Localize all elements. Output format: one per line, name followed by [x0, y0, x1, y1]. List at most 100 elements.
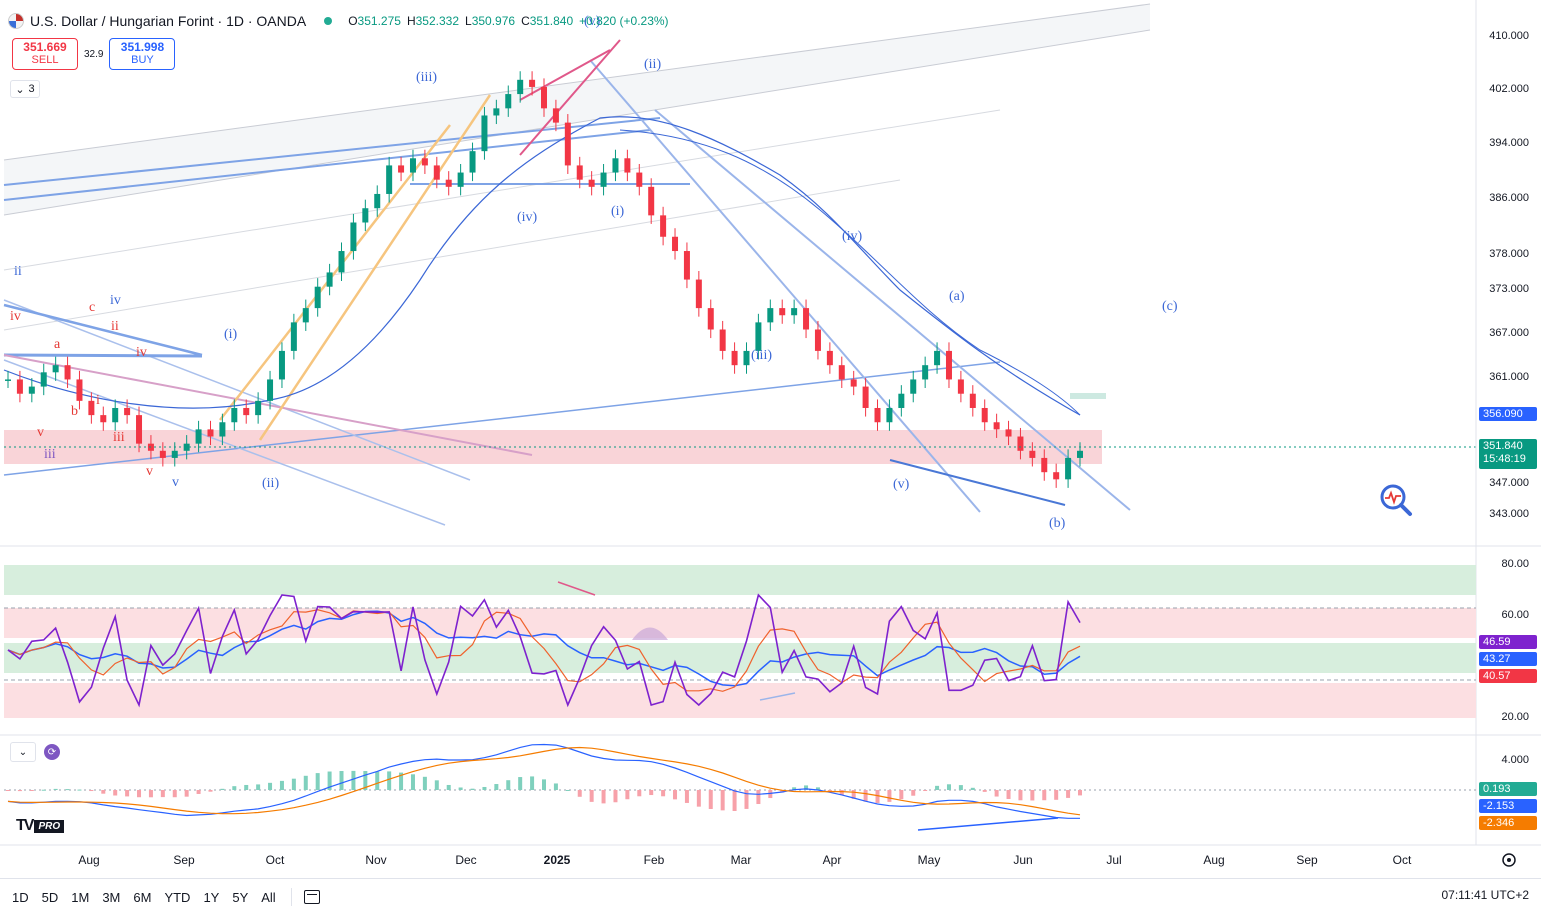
settings-gear-icon[interactable] [1502, 853, 1516, 867]
macd-bar [375, 771, 380, 790]
trend-line[interactable] [3, 299, 471, 481]
indicators-collapse-button[interactable]: ⌄ 3 [10, 80, 40, 98]
range-button-all[interactable]: All [261, 889, 276, 905]
support-zone[interactable] [4, 430, 1102, 464]
macd-bar [399, 772, 404, 790]
range-button-5y[interactable]: 5Y [232, 889, 249, 905]
macd-collapse-button[interactable]: ⌄ [10, 742, 36, 762]
buy-button[interactable]: 351.998 BUY [109, 38, 176, 70]
price-axis-tick: 373.000 [1489, 283, 1529, 295]
wave-label[interactable]: iii [113, 430, 125, 445]
candle-body [76, 379, 83, 401]
candle-body [243, 407, 250, 416]
market-status-icon[interactable] [324, 17, 333, 25]
wave-label[interactable]: (iii) [751, 348, 772, 363]
rsi-ma-line [7, 610, 1081, 687]
rsi-ema-tag: 40.57 [1479, 669, 1537, 683]
wave-label[interactable]: c [89, 300, 96, 315]
candle-body [171, 450, 178, 458]
trend-line[interactable] [589, 59, 981, 513]
wave-label[interactable]: (v) [893, 477, 910, 492]
sell-button[interactable]: 351.669 SELL [12, 38, 78, 70]
candle-body [779, 308, 786, 316]
trend-line[interactable] [654, 109, 1131, 511]
range-button-6m[interactable]: 6M [133, 889, 152, 905]
wave-label[interactable]: (iii) [416, 70, 437, 85]
wave-label[interactable]: (b) [1049, 516, 1066, 531]
wave-label[interactable]: (c) [1162, 299, 1178, 314]
wave-label[interactable]: (v) [584, 14, 601, 29]
wave-label[interactable]: (i) [611, 204, 625, 219]
range-button-5d[interactable]: 5D [41, 889, 59, 905]
range-button-3m[interactable]: 3M [102, 889, 121, 905]
candle-body [409, 158, 416, 173]
wave-label[interactable]: (ii) [644, 57, 662, 72]
trade-panel: 351.669 SELL 32.9 351.998 BUY [12, 38, 176, 70]
range-button-1y[interactable]: 1Y [203, 889, 220, 905]
macd-divergence-line[interactable] [917, 817, 1059, 831]
macd-bar [946, 784, 951, 790]
trend-line[interactable] [3, 353, 203, 358]
clock[interactable]: 07:11:41 UTC+2 [1441, 888, 1530, 902]
symbol-title[interactable]: U.S. Dollar / Hungarian Forint · 1D · OA… [30, 13, 307, 29]
wave-label[interactable]: iii [44, 447, 56, 462]
rsi-divergence-line[interactable] [759, 692, 796, 701]
chart-area[interactable] [0, 0, 1541, 878]
target-zone[interactable] [1070, 393, 1106, 399]
wave-label[interactable]: v [172, 475, 179, 490]
chart-canvas[interactable] [0, 0, 1541, 878]
range-button-1d[interactable]: 1D [12, 889, 29, 905]
macd-bar [1054, 790, 1059, 800]
magnifier-pulse-icon[interactable] [1379, 483, 1413, 517]
price-axis-tick: 394.000 [1489, 137, 1529, 149]
wave-label[interactable]: v [37, 425, 44, 440]
macd-bar [804, 785, 809, 790]
wave-label[interactable]: (ii) [262, 476, 280, 491]
calendar-icon[interactable] [303, 890, 320, 904]
macd-bar [625, 790, 630, 800]
wave-label[interactable]: ii [111, 319, 119, 334]
wave-label[interactable]: ii [14, 264, 22, 279]
wedge-line[interactable] [519, 49, 611, 101]
wave-label[interactable]: (iv) [517, 210, 538, 225]
wave-label[interactable]: (a) [949, 289, 965, 304]
range-buttons: 1D 5D 1M 3M 6M YTD 1Y 5Y All [12, 890, 289, 905]
trend-line[interactable] [3, 303, 203, 357]
wave-label[interactable]: iv [136, 345, 147, 360]
candle-body [469, 151, 476, 173]
trend-line[interactable] [3, 361, 1001, 476]
candle-body [874, 407, 881, 423]
wave-label[interactable]: iv [110, 293, 121, 308]
trend-line[interactable] [3, 129, 651, 201]
wave-label[interactable]: (iv) [842, 229, 863, 244]
wave-label[interactable]: iv [10, 309, 21, 324]
wave-label[interactable]: v [146, 464, 153, 479]
macd-bar [1030, 790, 1035, 801]
wave-label[interactable]: i [96, 393, 100, 408]
macd-pane[interactable] [4, 743, 1476, 831]
trend-line[interactable] [3, 354, 533, 456]
tradingview-logo[interactable]: TV PRO [16, 817, 65, 835]
pro-badge: PRO [34, 819, 65, 833]
trend-line[interactable] [889, 459, 1066, 506]
wave-label[interactable]: b [71, 404, 78, 419]
wave-label[interactable]: a [54, 337, 61, 352]
candle-body [5, 379, 11, 381]
rsi-pane[interactable] [4, 565, 1476, 718]
range-button-1m[interactable]: 1M [71, 889, 90, 905]
trend-line[interactable] [3, 117, 661, 186]
refresh-icon[interactable]: ⟳ [44, 744, 60, 760]
orange-channel[interactable] [258, 94, 492, 441]
macd-bar [113, 790, 118, 796]
rsi-divergence-line[interactable] [557, 581, 596, 596]
orange-channel[interactable] [219, 124, 451, 421]
macd-bar [720, 790, 725, 811]
macd-bar [708, 790, 713, 809]
macd-bar [756, 790, 761, 805]
candle-body [159, 450, 166, 458]
range-button-ytd[interactable]: YTD [164, 889, 191, 905]
wave-label[interactable]: (i) [224, 327, 238, 342]
wedge-line[interactable] [519, 39, 621, 156]
symbol-legend[interactable]: U.S. Dollar / Hungarian Forint · 1D · OA… [8, 8, 669, 34]
candle-body [28, 386, 35, 394]
